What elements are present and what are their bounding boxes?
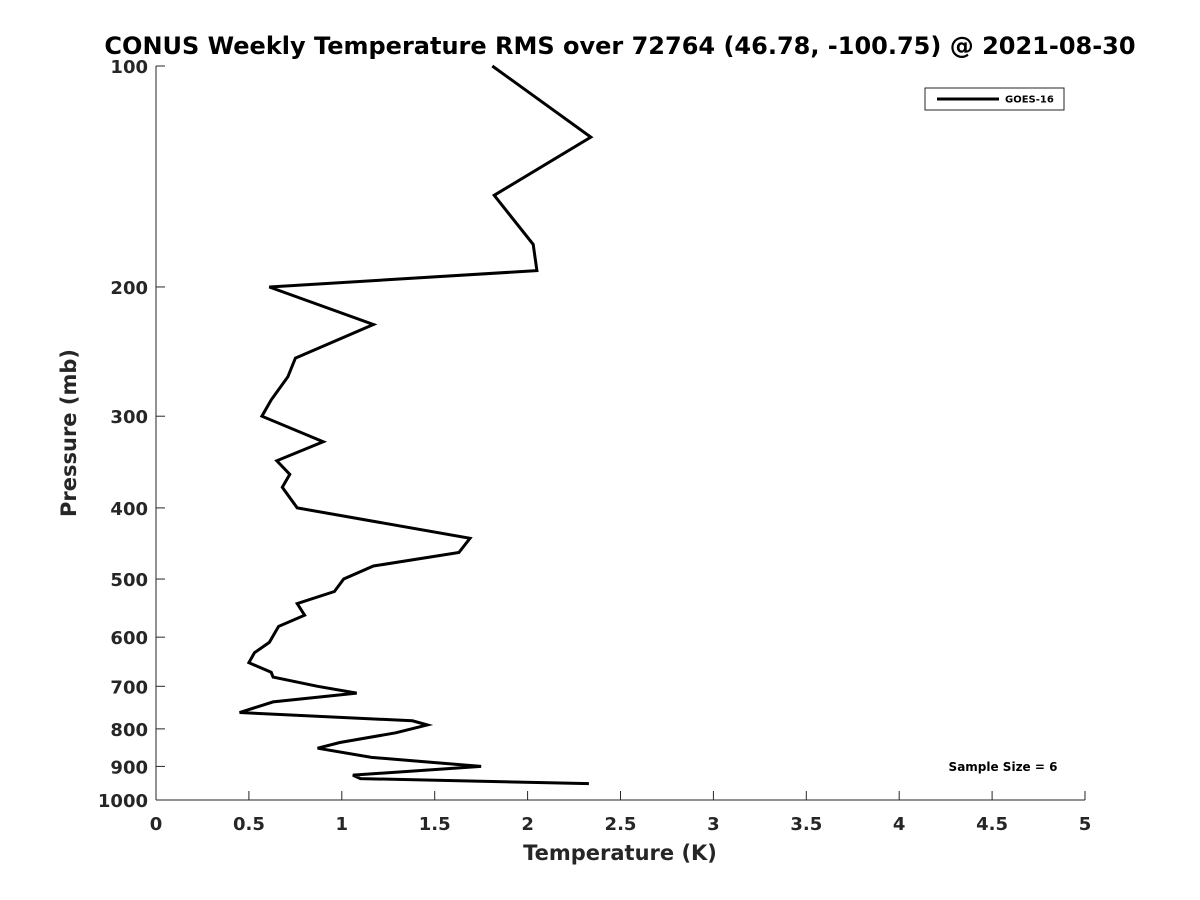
chart-title: CONUS Weekly Temperature RMS over 72764 … xyxy=(104,32,1135,60)
y-axis-ticks: 100 200 300 400 500 600 700 800 900 1000 xyxy=(98,57,165,812)
y-tick-label: 700 xyxy=(110,677,148,698)
x-tick-label: 0.5 xyxy=(233,814,265,835)
y-tick-label: 100 xyxy=(110,57,148,78)
x-tick-label: 0 xyxy=(150,814,163,835)
series-line-goes-16 xyxy=(239,64,594,786)
y-tick-label: 200 xyxy=(110,278,148,299)
y-tick-label: 600 xyxy=(110,628,148,649)
x-tick-label: 1 xyxy=(336,814,349,835)
y-tick-label: 800 xyxy=(110,720,148,741)
x-tick-label: 1.5 xyxy=(419,814,451,835)
y-tick-label: 400 xyxy=(110,499,148,520)
y-tick-label: 300 xyxy=(110,407,148,428)
legend-label: GOES-16 xyxy=(1005,95,1054,106)
sample-size-annotation: Sample Size = 6 xyxy=(949,760,1058,774)
x-axis-ticks: 0 0.5 1 1.5 2 2.5 3 3.5 4 4.5 5 xyxy=(150,791,1092,835)
x-tick-label: 3.5 xyxy=(790,814,822,835)
x-axis-label: Temperature (K) xyxy=(523,841,717,865)
x-tick-label: 4 xyxy=(893,814,906,835)
x-tick-label: 2.5 xyxy=(605,814,637,835)
x-tick-label: 2 xyxy=(521,814,534,835)
x-tick-label: 4.5 xyxy=(976,814,1008,835)
legend: GOES-16 xyxy=(924,87,1065,111)
x-tick-label: 5 xyxy=(1079,814,1092,835)
x-tick-label: 3 xyxy=(707,814,720,835)
y-tick-label: 900 xyxy=(110,757,148,778)
y-axis-label: Pressure (mb) xyxy=(57,349,81,517)
y-tick-label: 1000 xyxy=(98,791,148,812)
y-tick-label: 500 xyxy=(110,570,148,591)
